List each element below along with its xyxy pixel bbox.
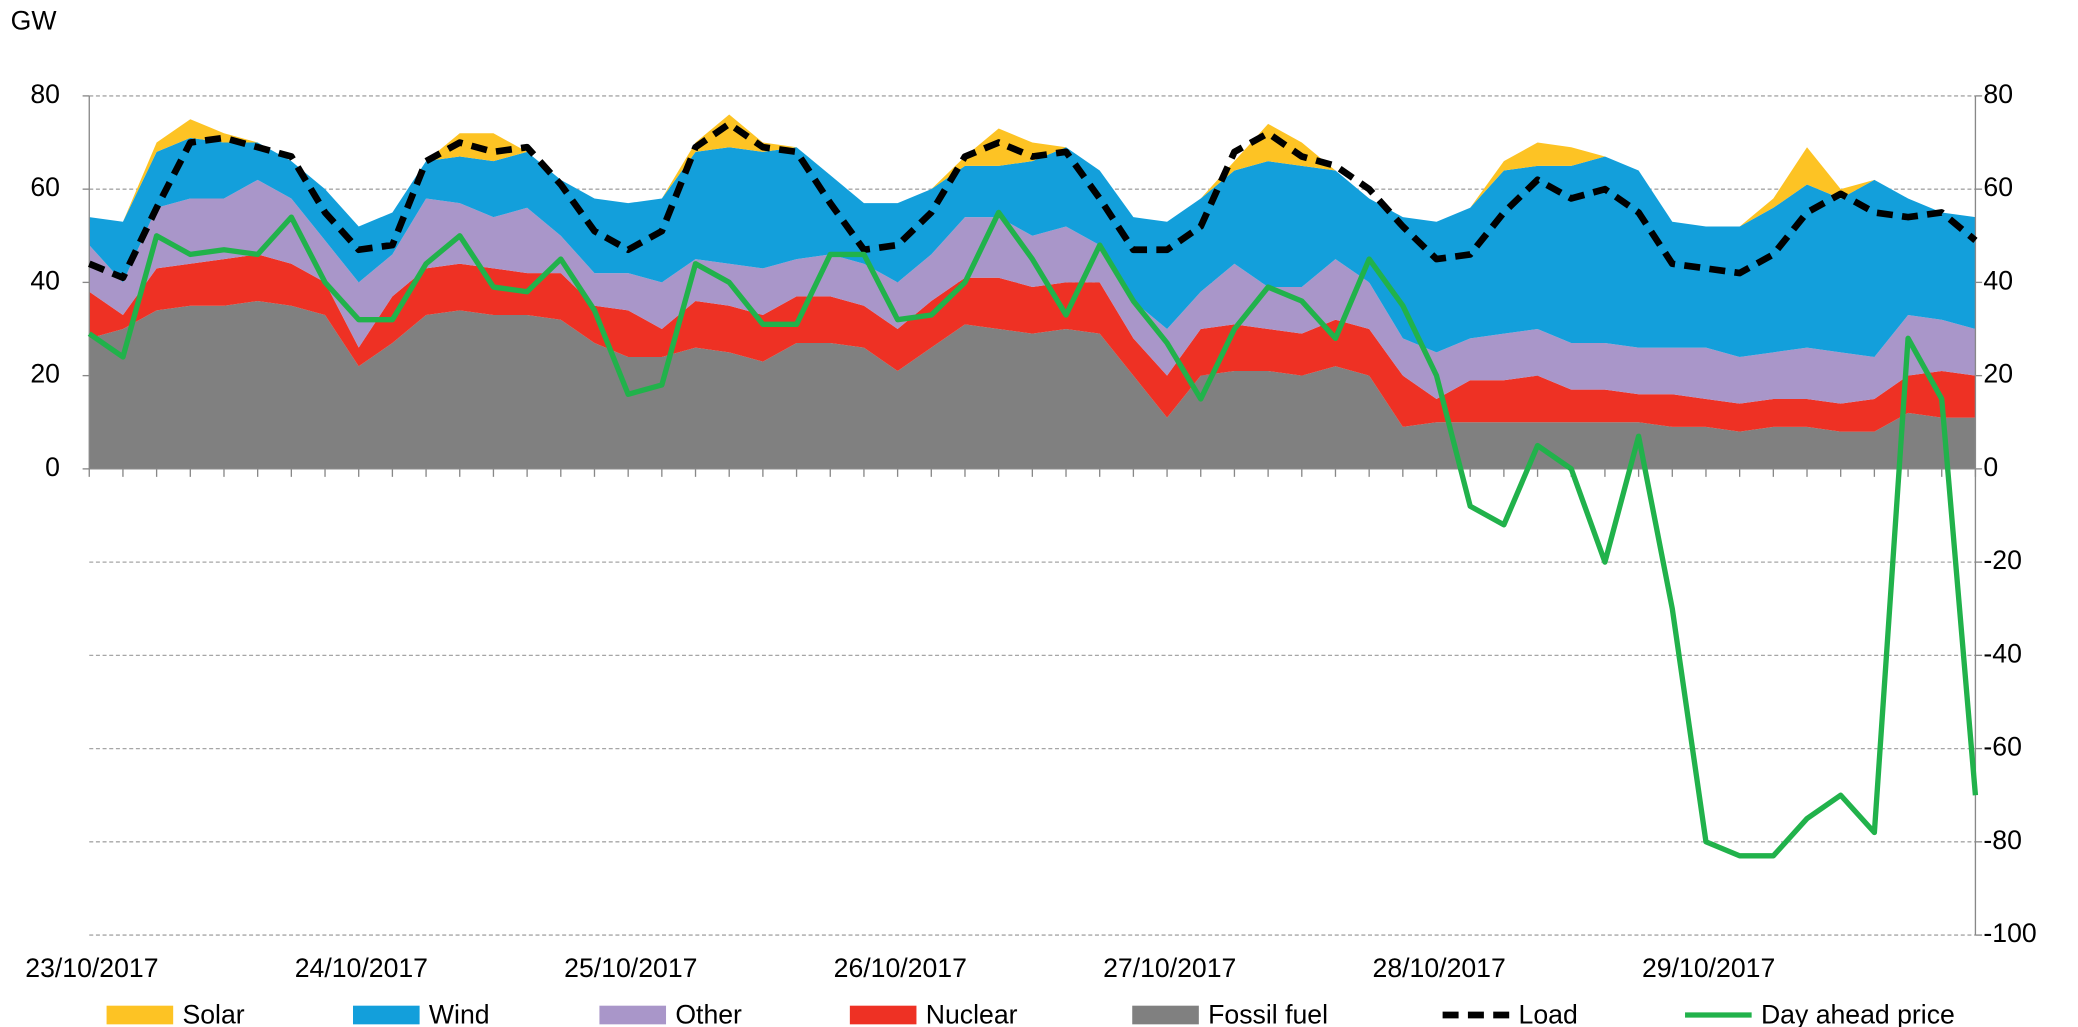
x-tick-label: 26/10/2017 [834,953,967,983]
y-tick-label: 60 [30,172,60,202]
y2-tick-label: -80 [1983,825,2021,855]
legend-label: Wind [429,999,490,1027]
line [87,120,1978,282]
y-tick-label: 0 [45,452,60,482]
x-tick-label: 24/10/2017 [295,953,428,983]
legend-swatch [106,1005,174,1025]
x-tick-label: 28/10/2017 [1373,953,1506,983]
line [87,209,1979,859]
x-tick-label: 25/10/2017 [564,953,697,983]
legend-label: Solar [183,999,245,1027]
legend-swatch [599,1005,667,1025]
y2-tick-label: 0 [1983,452,1998,482]
legend-swatch [849,1005,917,1025]
legend-label: Day ahead price [1761,999,1955,1027]
legend-label: Nuclear [926,999,1018,1027]
legend-swatch [353,1005,420,1025]
y2-tick-label: 40 [1983,265,2013,295]
y2-tick-label: -20 [1983,545,2021,575]
x-tick-label: 29/10/2017 [1642,953,1775,983]
y2-tick-label: -40 [1983,638,2021,668]
y2-tick-label: 60 [1983,172,2013,202]
x-tick-label: 27/10/2017 [1103,953,1236,983]
legend-label: Fossil fuel [1208,999,1328,1027]
x-tick-label: 23/10/2017 [25,953,158,983]
y-tick-label: 80 [30,79,60,109]
legend-label: Other [675,999,742,1027]
area [89,254,1976,432]
area [89,301,1976,469]
area [89,137,1976,357]
legend-label: Load [1519,999,1578,1027]
legend-swatch [1132,1005,1199,1025]
y2-tick-label: 20 [1983,359,2013,389]
y2-tick-label: 80 [1983,79,2013,109]
y2-tick-label: -100 [1983,918,2036,948]
y-tick-label: 20 [30,359,60,389]
y2-tick-label: -60 [1983,732,2021,762]
y-axis-label: GW [11,6,58,36]
y-tick-label: 40 [30,265,60,295]
